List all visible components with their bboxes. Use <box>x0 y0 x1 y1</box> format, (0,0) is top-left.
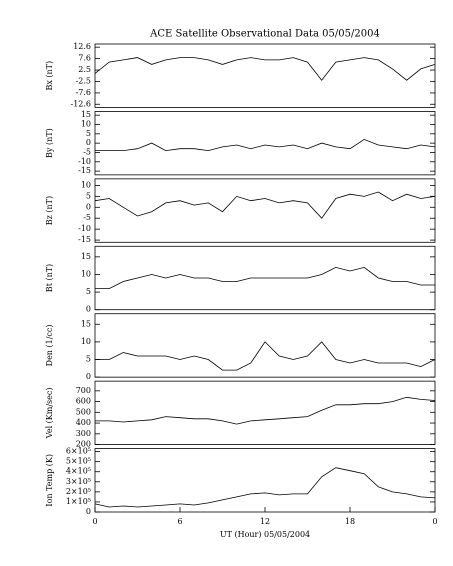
data-line <box>95 138 436 152</box>
plot-frame <box>94 43 436 108</box>
y-tick-label: 200 <box>76 440 91 449</box>
plot-frame <box>94 245 436 311</box>
y-axis-label: Bx (nT) <box>45 61 54 91</box>
x-tick-label: 0 <box>92 517 97 526</box>
x-tick-label: 0 <box>432 517 437 526</box>
y-tick-label: 2.5 <box>78 65 91 74</box>
y-tick-label: 700 <box>76 386 91 395</box>
y-axis-label: Bt (nT) <box>45 264 54 292</box>
y-tick-label: 300 <box>76 429 91 438</box>
y-tick-label: 5 <box>86 355 91 364</box>
x-tick-label: 18 <box>345 517 355 526</box>
y-tick-label: -12.6 <box>70 99 91 108</box>
y-tick-label: -10 <box>78 224 91 233</box>
x-tick-label: 12 <box>260 517 270 526</box>
x-tick-label: 6 <box>177 517 182 526</box>
y-tick-label: 600 <box>76 397 91 406</box>
y-tick-label: 400 <box>76 418 91 427</box>
plot-frame <box>94 380 436 445</box>
y-tick-label: 4×10⁵ <box>66 467 91 476</box>
y-tick-label: -7.6 <box>76 88 91 97</box>
data-line <box>94 467 436 508</box>
y-axis-label: Bz (nT) <box>45 196 54 225</box>
y-tick-label: 5 <box>86 287 91 296</box>
y-tick-label: 7.6 <box>78 53 91 62</box>
y-tick-label: 5×10⁵ <box>66 457 91 466</box>
y-tick-label: 5 <box>86 191 91 200</box>
y-axis-label: By (nT) <box>45 128 54 158</box>
y-tick-label: 0 <box>86 372 91 381</box>
y-axis-label: Vel (Km/sec) <box>45 388 54 440</box>
y-tick-label: 500 <box>76 407 91 416</box>
y-tick-label: 15 <box>81 110 91 119</box>
plot-frame <box>94 111 436 176</box>
y-tick-label: 15 <box>81 252 91 261</box>
plot-frame <box>94 178 436 243</box>
y-tick-label: -10 <box>78 157 91 166</box>
y-axis-label: Den (1/cc) <box>45 325 54 367</box>
plot-frame <box>94 313 436 378</box>
y-tick-label: 0 <box>86 507 91 516</box>
y-tick-label: 10 <box>81 337 91 346</box>
y-tick-label: 15 <box>81 319 91 328</box>
y-tick-label: 0 <box>86 305 91 314</box>
y-tick-label: -15 <box>78 235 91 244</box>
y-tick-label: 0 <box>86 202 91 211</box>
y-tick-label: 2×10⁵ <box>66 487 91 496</box>
y-tick-label: -15 <box>78 166 91 175</box>
data-line <box>95 341 436 371</box>
y-tick-label: 6×10⁵ <box>66 447 91 456</box>
data-line <box>94 57 436 81</box>
data-line <box>95 396 436 425</box>
chart-title: ACE Satellite Observational Data 05/05/2… <box>149 29 380 40</box>
y-tick-label: 10 <box>81 180 91 189</box>
y-tick-label: 12.6 <box>73 42 91 51</box>
y-tick-label: -5 <box>83 147 91 156</box>
data-line <box>94 191 436 219</box>
data-line <box>95 266 435 289</box>
y-tick-label: 10 <box>81 269 91 278</box>
y-tick-label: 1×10⁵ <box>66 497 91 506</box>
y-axis-label: Ion Temp (K) <box>45 454 54 507</box>
y-tick-label: 3×10⁵ <box>66 477 91 486</box>
y-tick-label: 5 <box>86 129 91 138</box>
y-tick-label: -5 <box>83 213 91 222</box>
y-tick-label: 10 <box>81 119 91 128</box>
y-tick-label: 0 <box>86 138 91 147</box>
plot-frame <box>94 448 436 513</box>
x-axis-label: UT (Hour) 05/05/2004 <box>220 530 310 539</box>
y-tick-label: -2.5 <box>76 76 91 85</box>
